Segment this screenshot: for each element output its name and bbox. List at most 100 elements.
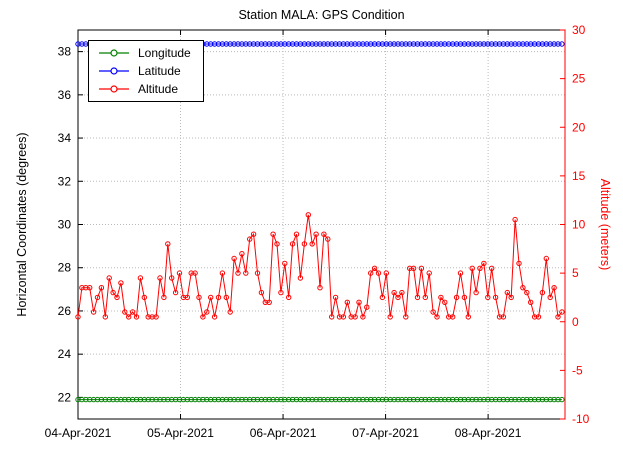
series-marker-latitude (243, 41, 249, 47)
series-marker-altitude (442, 299, 448, 305)
series-marker-altitude (305, 212, 311, 218)
series-marker-longitude (250, 396, 257, 403)
series-marker-altitude (313, 231, 319, 237)
series-marker-altitude (340, 314, 347, 320)
series-marker-altitude (422, 294, 428, 301)
series-marker-longitude (204, 396, 210, 403)
left-tick-label: 34 (58, 131, 72, 145)
series-marker-latitude (204, 41, 210, 47)
series-marker-altitude (215, 294, 222, 301)
series-marker-altitude (375, 270, 382, 276)
series-marker-altitude (282, 260, 288, 267)
legend-entry-latitude: Latitude (97, 64, 191, 78)
series-marker-longitude (520, 396, 526, 403)
series-marker-latitude (508, 41, 514, 47)
series-marker-longitude (110, 396, 116, 403)
series-marker-altitude (508, 294, 514, 301)
series-marker-longitude (547, 396, 553, 403)
legend-label-latitude: Latitude (138, 64, 181, 78)
series-marker-longitude (79, 396, 85, 403)
series-marker-altitude (184, 294, 191, 301)
series-marker-altitude (176, 270, 183, 276)
series-marker-altitude (504, 289, 510, 296)
series-marker-altitude (87, 285, 93, 291)
series-marker-altitude (94, 294, 101, 301)
series-marker-altitude (352, 314, 358, 320)
altitude-marker-icon (99, 85, 129, 93)
series-marker-latitude (559, 41, 565, 47)
right-tick-label: 5 (572, 266, 579, 280)
series-marker-altitude (83, 285, 89, 291)
series-marker-altitude (110, 289, 116, 296)
series-marker-longitude (184, 396, 191, 403)
x-tick-label: 07-Apr-2021 (352, 426, 419, 440)
right-axis-label: Altitude (meters) (598, 179, 612, 271)
series-marker-altitude (356, 299, 362, 305)
series-marker-altitude (325, 236, 331, 242)
series-marker-altitude (453, 294, 460, 301)
left-tick-label: 38 (58, 45, 72, 59)
series-marker-longitude (153, 396, 159, 403)
series-marker-altitude (106, 275, 112, 281)
series-marker-altitude (329, 314, 335, 320)
series-marker-longitude (118, 396, 124, 403)
series-marker-longitude (114, 396, 120, 403)
series-marker-altitude (270, 231, 276, 237)
series-marker-altitude (516, 260, 522, 267)
series-marker-altitude (360, 314, 366, 320)
series-marker-altitude (204, 309, 210, 315)
series-marker-altitude (129, 309, 136, 315)
left-tick-label: 30 (58, 218, 72, 232)
series-marker-latitude (520, 41, 526, 47)
series-marker-altitude (438, 294, 444, 301)
series-marker-altitude (403, 314, 409, 320)
series-marker-longitude (165, 396, 171, 403)
series-marker-longitude (157, 396, 163, 403)
right-tick-label: -5 (572, 363, 583, 377)
series-marker-altitude (481, 260, 487, 267)
series-marker-altitude (473, 289, 479, 296)
series-marker-longitude (211, 396, 218, 403)
series-marker-altitude (485, 294, 491, 301)
series-marker-altitude (524, 289, 530, 296)
series-marker-altitude (430, 309, 436, 315)
series-marker-altitude (118, 280, 124, 286)
series-marker-longitude (172, 396, 179, 403)
series-marker-altitude (426, 270, 432, 276)
series-marker-altitude (450, 314, 456, 320)
series-marker-longitude (133, 396, 140, 403)
series-marker-altitude (75, 314, 81, 320)
series-marker-altitude (114, 294, 120, 301)
series-marker-altitude (309, 241, 315, 247)
series-marker-altitude (126, 314, 132, 320)
series-marker-altitude (383, 270, 389, 276)
series-marker-altitude (90, 309, 97, 315)
series-marker-altitude (102, 314, 109, 320)
series-marker-latitude (547, 41, 553, 47)
series-marker-latitude (223, 41, 230, 47)
left-axis-label: Horizontal Coordinates (degrees) (15, 132, 29, 316)
series-marker-altitude (332, 294, 339, 301)
series-marker-altitude (196, 294, 202, 301)
series-marker-altitude (192, 270, 198, 276)
series-marker-altitude (391, 289, 397, 296)
longitude-marker-icon (99, 49, 129, 57)
series-marker-longitude (176, 396, 183, 403)
series-marker-altitude (559, 309, 565, 315)
legend-label-longitude: Longitude (138, 46, 191, 60)
series-marker-altitude (414, 294, 421, 301)
left-tick-label: 26 (58, 304, 72, 318)
series-marker-altitude (254, 270, 261, 276)
series-marker-longitude (87, 396, 93, 403)
x-tick-label: 05-Apr-2021 (147, 426, 214, 440)
x-tick-label: 08-Apr-2021 (455, 426, 522, 440)
series-marker-altitude (141, 294, 148, 301)
series-marker-altitude (489, 265, 495, 271)
series-marker-altitude (286, 294, 292, 301)
left-tick-label: 24 (58, 347, 72, 361)
series-marker-longitude (215, 396, 222, 403)
series-marker-longitude (122, 396, 128, 403)
series-marker-altitude (520, 285, 526, 291)
series-marker-altitude (317, 285, 323, 291)
